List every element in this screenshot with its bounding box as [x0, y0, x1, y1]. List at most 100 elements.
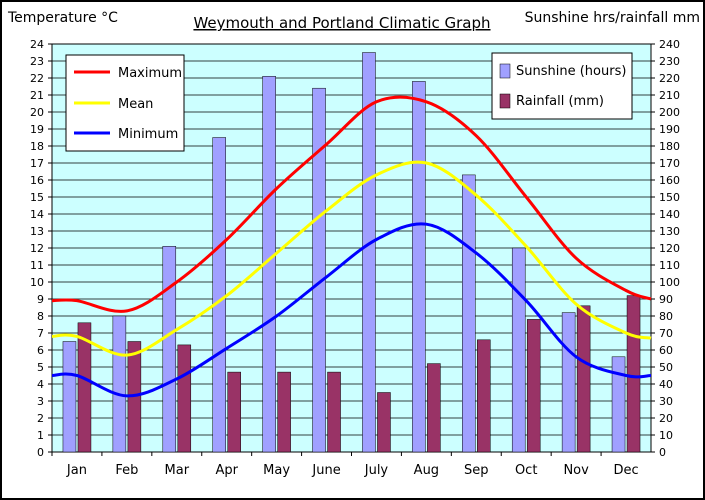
left-tick-label: 17: [30, 157, 44, 170]
rainfall-bar: [427, 363, 441, 453]
legend-maximum-label: Maximum: [118, 66, 182, 81]
left-tick-label: 23: [30, 55, 44, 68]
right-tick-label: 120: [659, 242, 680, 255]
right-tick-label: 60: [659, 344, 673, 357]
sunshine-bar: [312, 87, 326, 453]
right-tick-label: 180: [659, 140, 680, 153]
right-tick-label: 10: [659, 429, 673, 442]
right-tick-label: 230: [659, 55, 680, 68]
right-tick-label: 160: [659, 174, 680, 187]
rainfall-bar: [477, 339, 491, 453]
right-tick-label: 90: [659, 293, 673, 306]
left-tick-label: 20: [30, 106, 44, 119]
right-tick-label: 210: [659, 89, 680, 102]
right-tick-label: 0: [659, 446, 666, 459]
right-tick-label: 110: [659, 259, 680, 272]
right-tick-label: 40: [659, 378, 673, 391]
left-tick-label: 12: [30, 242, 44, 255]
legend-bars-box: [491, 52, 633, 120]
rainfall-bar: [526, 319, 541, 453]
left-tick-label: 10: [30, 276, 44, 289]
right-tick-label: 30: [659, 395, 673, 408]
left-tick-label: 2: [37, 412, 44, 425]
left-tick-label: 3: [37, 395, 44, 408]
left-tick-label: 1: [37, 429, 44, 442]
maximum-line: [51, 95, 652, 313]
right-tick-label: 140: [659, 208, 680, 221]
left-tick-label: 19: [30, 123, 44, 136]
right-tick-label: 130: [659, 225, 680, 238]
legend-rainfall-label: Rainfall (mm): [516, 94, 604, 109]
rainfall-bar: [327, 371, 341, 453]
left-axis-label: Temperature °C: [7, 10, 118, 26]
legend-temperature: Maximum Mean Minimum: [65, 54, 185, 152]
right-tick-label: 240: [659, 38, 680, 51]
x-tick-label: Aug: [414, 463, 439, 478]
x-tick-label: Feb: [115, 463, 138, 478]
left-tick-label: 21: [30, 89, 44, 102]
sunshine-bar: [561, 312, 576, 453]
left-tick-label: 6: [37, 344, 44, 357]
left-tick-label: 8: [37, 310, 44, 323]
x-tick-label: Oct: [515, 463, 537, 478]
right-tick-label: 220: [659, 72, 680, 85]
right-tick-label: 200: [659, 106, 680, 119]
rainfall-bar: [227, 371, 241, 453]
x-tick-label: Mar: [165, 463, 190, 478]
right-tick-label: 50: [659, 361, 673, 374]
sunshine-bar: [362, 52, 376, 453]
right-tick-label: 70: [659, 327, 673, 340]
lines: [51, 95, 652, 398]
rainfall-bar: [626, 295, 641, 453]
right-tick-label: 170: [659, 157, 680, 170]
right-tick-label: 20: [659, 412, 673, 425]
legend-bars: Sunshine (hours) Rainfall (mm): [491, 52, 633, 120]
right-tick-label: 80: [659, 310, 673, 323]
left-tick-label: 18: [30, 140, 44, 153]
legend-sunshine-swatch: [499, 63, 511, 79]
rainfall-bar: [277, 371, 291, 453]
left-tick-label: 0: [37, 446, 44, 459]
legend-minimum-label: Minimum: [118, 127, 178, 142]
sunshine-bar: [112, 315, 127, 453]
rainfall-bar: [177, 344, 192, 453]
left-tick-label: 24: [30, 38, 44, 51]
sunshine-bar: [462, 174, 476, 453]
left-tick-label: 16: [30, 174, 44, 187]
left-tick-label: 7: [37, 327, 44, 340]
sunshine-bar: [511, 247, 526, 453]
right-ticks: 0 10 20 30 40 50 60 70 80 90 100 110 120 130 140 150 160…: [651, 38, 680, 459]
x-tick-label: Nov: [563, 463, 589, 478]
rainfall-bar: [576, 305, 591, 453]
legend-sunshine-label: Sunshine (hours): [516, 64, 626, 79]
right-tick-label: 150: [659, 191, 680, 204]
x-tick-label: June: [311, 463, 340, 478]
sunshine-bar: [611, 356, 626, 453]
rainfall-bar: [77, 322, 92, 453]
chart-title: Weymouth and Portland Climatic Graph: [193, 14, 490, 32]
minimum-line: [51, 222, 652, 398]
right-tick-label: 190: [659, 123, 680, 136]
left-tick-label: 14: [30, 208, 44, 221]
left-tick-label: 15: [30, 191, 44, 204]
left-tick-label: 9: [37, 293, 44, 306]
x-tick-label: Apr: [215, 463, 238, 478]
x-ticks: Jan Feb Mar Apr May June July Aug Sep Oct Nov Dec: [51, 452, 639, 478]
legend-rainfall-swatch: [499, 93, 511, 109]
sunshine-bar: [412, 81, 426, 453]
legend-mean-label: Mean: [118, 97, 153, 112]
mean-line: [51, 160, 652, 357]
rainfall-bar: [377, 392, 391, 453]
x-tick-label: July: [364, 463, 389, 478]
right-tick-label: 100: [659, 276, 680, 289]
x-tick-label: Dec: [613, 463, 638, 478]
left-tick-label: 13: [30, 225, 44, 238]
x-tick-label: May: [263, 463, 290, 478]
sunshine-bar: [162, 246, 177, 453]
right-axis-label: Sunshine hrs/rainfall mm: [525, 10, 700, 26]
sunshine-bar: [62, 341, 77, 453]
left-tick-label: 5: [37, 361, 44, 374]
x-tick-label: Jan: [66, 463, 87, 478]
